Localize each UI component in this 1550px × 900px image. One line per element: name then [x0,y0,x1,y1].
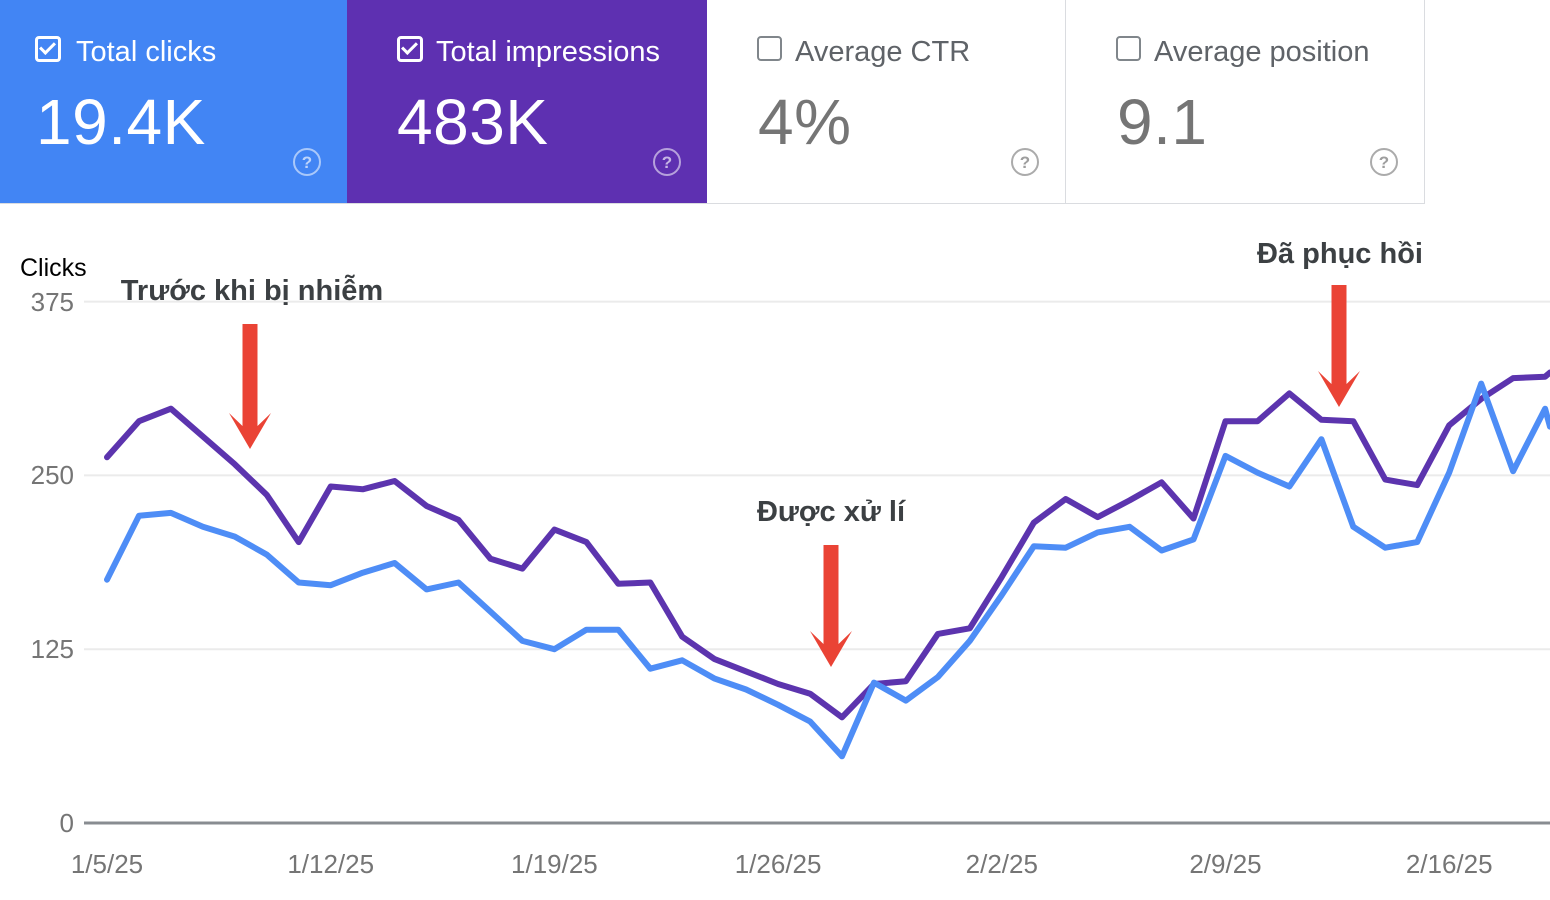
red-arrow-icon [1318,285,1360,407]
help-icon[interactable]: ? [1011,148,1039,176]
card-label: Total clicks [76,36,217,68]
red-arrow-icon [810,545,852,667]
checked-checkbox-impressions[interactable] [397,36,423,62]
card-value: 4% [758,86,852,158]
card-label: Total impressions [436,36,661,68]
unchecked-checkbox-ctr[interactable] [757,36,782,61]
help-icon[interactable]: ? [1370,148,1398,176]
card-value: 483K [397,86,549,158]
card-position[interactable]: Average position 9.1? [1066,0,1425,203]
card-label: Average CTR [795,36,971,68]
x-tick-label: 2/9/25 [1189,849,1262,879]
x-tick-label: 1/12/25 [287,849,375,879]
x-tick-label: 1/5/25 [70,849,144,879]
y-tick-label-375: 375 [30,286,74,317]
x-tick-label: 1/26/25 [734,849,822,879]
unchecked-checkbox-position[interactable] [1116,36,1141,61]
y-axis-title: Clicks [20,254,87,282]
x-tick-label: 2/16/25 [1405,849,1493,879]
series-line-clicks [104,380,1550,760]
card-ctr[interactable]: Average CTR 4%? [707,0,1066,203]
checked-checkbox-clicks[interactable] [35,36,61,62]
help-icon[interactable]: ? [653,148,681,176]
x-tick-label: 1/19/25 [511,849,598,879]
card-clicks[interactable]: Total clicks 19.4K? [0,0,347,203]
y-tick-label-125: 125 [30,634,74,665]
annotation-label-3: Đã phục hồi [1257,238,1423,270]
x-tick-label: 2/2/25 [965,849,1038,879]
card-value: 19.4K [36,86,206,158]
card-label: Average position [1154,36,1370,68]
help-icon[interactable]: ? [293,148,321,176]
red-arrow-icon [229,324,271,449]
card-value: 9.1 [1117,86,1208,158]
y-tick-label-0: 0 [59,808,74,838]
metric-cards-strip: Total clicks 19.4K? Total impressions 483K?… [0,0,1425,204]
y-tick-label-250: 250 [30,460,74,491]
annotation-label-1: Trước khi bị nhiễm [120,275,384,307]
annotation-label-2: Được xử lí [756,496,906,528]
card-impressions[interactable]: Total impressions 483K? [347,0,707,203]
checkmark-icon [401,38,418,55]
checkmark-icon [39,38,56,55]
series-line-impressions [104,369,1550,721]
